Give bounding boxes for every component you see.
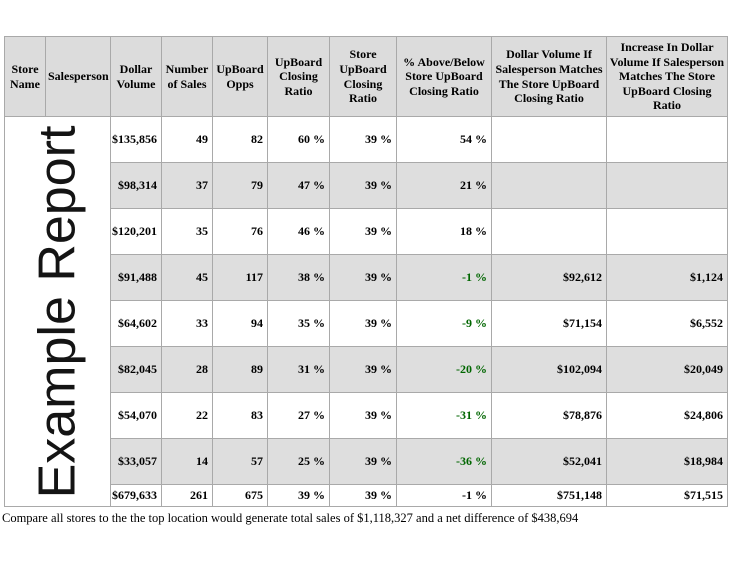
- table-cell: [606, 208, 728, 255]
- table-cell: 89: [212, 346, 268, 393]
- table-cell: $135,856: [110, 116, 162, 163]
- column-header-increase-in-dollar-volume: Increase In Dollar Volume If Salesperson…: [606, 36, 728, 117]
- table-cell: 37: [161, 162, 213, 209]
- column-header-upboard-closing-ratio: UpBoard Closing Ratio: [267, 36, 330, 117]
- table-cell: 79: [212, 162, 268, 209]
- table-cell: $679,633: [110, 484, 162, 507]
- column-header-dollar-volume: Dollar Volume: [110, 36, 162, 117]
- table-cell: 35 %: [267, 300, 330, 347]
- column-header-upboard-opps: UpBoard Opps: [212, 36, 268, 117]
- table-row: $91,488 45 117 38 % 39 % -1 % $92,612 $1,124: [5, 254, 728, 301]
- table-cell: 39 %: [329, 346, 397, 393]
- table-cell: 47 %: [267, 162, 330, 209]
- table-cell: $54,070: [110, 392, 162, 439]
- table-cell: -20 %: [396, 346, 492, 393]
- table-cell: $82,045: [110, 346, 162, 393]
- table-cell: 39 %: [329, 438, 397, 485]
- table-cell: 31 %: [267, 346, 330, 393]
- table-cell: -1 %: [396, 484, 492, 507]
- table-cell: 82: [212, 116, 268, 163]
- table-cell: -1 %: [396, 254, 492, 301]
- table-cell: $78,876: [491, 392, 607, 439]
- table-cell: 39 %: [329, 300, 397, 347]
- table-cell: $71,515: [606, 484, 728, 507]
- table-cell: $71,154: [491, 300, 607, 347]
- table-cell: 28: [161, 346, 213, 393]
- table-cell: 94: [212, 300, 268, 347]
- watermark-text: Example Report: [28, 125, 87, 498]
- column-header-number-of-sales: Number of Sales: [161, 36, 213, 117]
- column-header-store-upboard-closing-ratio: Store UpBoard Closing Ratio: [329, 36, 397, 117]
- table-cell: 83: [212, 392, 268, 439]
- table-cell: 675: [212, 484, 268, 507]
- table-cell: -9 %: [396, 300, 492, 347]
- table-cell: 39 %: [329, 392, 397, 439]
- table-cell: [491, 208, 607, 255]
- table-row: $82,045 28 89 31 % 39 % -20 % $102,094 $20,049: [5, 346, 728, 393]
- column-header-salesperson: Salesperson: [45, 36, 111, 117]
- table-cell: $24,806: [606, 392, 728, 439]
- table-cell: 117: [212, 254, 268, 301]
- table-cell: $751,148: [491, 484, 607, 507]
- table-cell: $20,049: [606, 346, 728, 393]
- footer-note: Compare all stores to the the top locati…: [2, 511, 579, 525]
- table-cell: 39 %: [329, 116, 397, 163]
- table-cell: 25 %: [267, 438, 330, 485]
- table-cell: 60 %: [267, 116, 330, 163]
- table-row: $64,602 33 94 35 % 39 % -9 % $71,154 $6,552: [5, 300, 728, 347]
- table-cell: 39 %: [329, 162, 397, 209]
- table-cell: 39 %: [329, 208, 397, 255]
- table-cell: 54 %: [396, 116, 492, 163]
- column-header-pct-above-below: % Above/Below Store UpBoard Closing Rati…: [396, 36, 492, 117]
- table-body: Example Report $135,856 49 82 60 % 39 % 54 % $9…: [4, 116, 728, 507]
- table-cell: [491, 162, 607, 209]
- table-cell: 39 %: [329, 484, 397, 507]
- table-cell: $52,041: [491, 438, 607, 485]
- table-cell: $6,552: [606, 300, 728, 347]
- table-cell: 39 %: [329, 254, 397, 301]
- table-cell: $102,094: [491, 346, 607, 393]
- table-cell: [606, 162, 728, 209]
- column-header-store-name: Store Name: [4, 36, 46, 117]
- table-cell: [491, 116, 607, 163]
- table-cell: $18,984: [606, 438, 728, 485]
- table-cell: 261: [161, 484, 213, 507]
- table-cell: $33,057: [110, 438, 162, 485]
- report-table: Store Name Salesperson Dollar Volume Num…: [4, 36, 728, 507]
- table-cell: 46 %: [267, 208, 330, 255]
- table-cell: 35: [161, 208, 213, 255]
- table-cell: $1,124: [606, 254, 728, 301]
- table-row: $33,057 14 57 25 % 39 % -36 % $52,041 $18,984: [5, 438, 728, 485]
- column-header-dollar-volume-if-matches: Dollar Volume If Salesperson Matches The…: [491, 36, 607, 117]
- table-cell: -31 %: [396, 392, 492, 439]
- table-cell: 27 %: [267, 392, 330, 439]
- table-row: $120,201 35 76 46 % 39 % 18 %: [5, 208, 728, 255]
- table-cell: 76: [212, 208, 268, 255]
- table-cell: 39 %: [267, 484, 330, 507]
- table-cell: [606, 116, 728, 163]
- table-cell: $120,201: [110, 208, 162, 255]
- table-cell: -36 %: [396, 438, 492, 485]
- table-cell: 33: [161, 300, 213, 347]
- table-cell: $92,612: [491, 254, 607, 301]
- table-cell: 18 %: [396, 208, 492, 255]
- table-cell: 38 %: [267, 254, 330, 301]
- table-row: $98,314 37 79 47 % 39 % 21 %: [5, 162, 728, 209]
- table-cell: 21 %: [396, 162, 492, 209]
- table-row: $54,070 22 83 27 % 39 % -31 % $78,876 $24,806: [5, 392, 728, 439]
- table-cell: 14: [161, 438, 213, 485]
- total-row: $679,633 261 675 39 % 39 % -1 % $751,148 $71,51…: [5, 484, 728, 507]
- header-row: Store Name Salesperson Dollar Volume Num…: [4, 36, 728, 117]
- table-row: Example Report $135,856 49 82 60 % 39 % 54 %: [4, 116, 728, 507]
- table-cell: 22: [161, 392, 213, 439]
- table-cell: 57: [212, 438, 268, 485]
- table-cell: 45: [161, 254, 213, 301]
- watermark-cell: Example Report: [4, 116, 111, 507]
- table-cell: 49: [161, 116, 213, 163]
- table-cell: $91,488: [110, 254, 162, 301]
- table-cell: $64,602: [110, 300, 162, 347]
- table-cell: $98,314: [110, 162, 162, 209]
- watermark-wrap: Example Report: [5, 117, 110, 506]
